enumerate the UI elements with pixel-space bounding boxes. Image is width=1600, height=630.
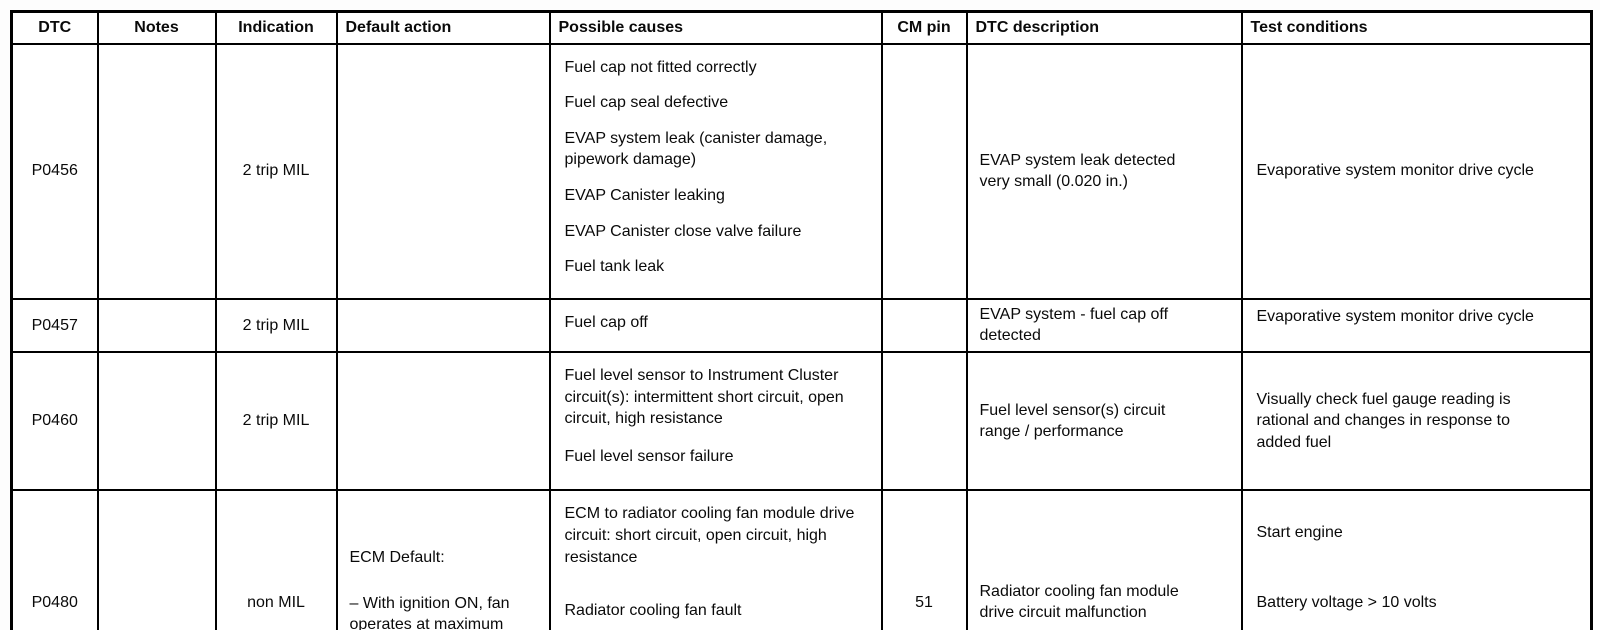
- column-header-possible-causes: Possible causes: [548, 10, 883, 45]
- table-row-p0457: P0457 2 trip MIL Fuel cap off EVAP syste…: [10, 297, 1593, 353]
- dtc-code-cell: P0457: [10, 297, 99, 353]
- possible-cause: Fuel cap not fitted correctly: [564, 58, 757, 76]
- default-action-cell: [335, 42, 551, 300]
- indication-cell: 2 trip MIL: [214, 42, 338, 300]
- column-header-default-action: Default action: [335, 10, 551, 45]
- column-header-notes: Notes: [96, 10, 217, 45]
- cm-pin-cell: [880, 350, 968, 492]
- test-conditions-cell: Visually check fuel gauge reading is rat…: [1240, 350, 1593, 492]
- table-row-p0480: P0480 non MIL ECM Default: – With igniti…: [10, 489, 1593, 630]
- dtc-table: DTC Notes Indication Default action Poss…: [10, 10, 1593, 630]
- possible-cause: Fuel cap off: [564, 313, 648, 331]
- possible-causes-cell: Fuel cap not fitted correctly Fuel cap s…: [548, 42, 883, 300]
- test-condition: Visually check fuel gauge reading is rat…: [1256, 390, 1511, 451]
- column-header-indication: Indication: [214, 10, 338, 45]
- test-condition: Start engine: [1256, 523, 1343, 541]
- header-row: DTC Notes Indication Default action Poss…: [10, 10, 1593, 45]
- default-action-cell: [335, 297, 551, 353]
- possible-cause: EVAP Canister close valve failure: [564, 222, 802, 240]
- cm-pin-cell: [880, 297, 968, 353]
- dtc-code-cell: P0456: [10, 42, 99, 300]
- column-header-cm-pin: CM pin: [880, 10, 968, 45]
- possible-cause: ECM to radiator cooling fan module drive…: [564, 505, 855, 566]
- cm-pin-cell: [880, 42, 968, 300]
- default-action-cell: [335, 350, 551, 492]
- test-conditions-cell: Evaporative system monitor drive cycle: [1240, 42, 1593, 300]
- test-conditions-cell: Evaporative system monitor drive cycle: [1240, 297, 1593, 353]
- notes-cell: [96, 297, 217, 353]
- notes-cell: [96, 350, 217, 492]
- possible-causes-cell: Fuel cap off: [548, 297, 883, 353]
- column-header-dtc-description: DTC description: [965, 10, 1243, 45]
- possible-causes-cell: Fuel level sensor to Instrument Cluster …: [548, 350, 883, 492]
- possible-causes-cell: ECM to radiator cooling fan module drive…: [548, 489, 883, 630]
- column-header-test-conditions: Test conditions: [1240, 10, 1593, 45]
- indication-cell: 2 trip MIL: [214, 350, 338, 492]
- dtc-description-cell: EVAP system - fuel cap off detected: [965, 297, 1243, 353]
- possible-cause: EVAP Canister leaking: [564, 186, 725, 204]
- dtc-description-cell: Fuel level sensor(s) circuit range / per…: [965, 350, 1243, 492]
- table-row-p0456: P0456 2 trip MIL Fuel cap not fitted cor…: [10, 42, 1593, 300]
- default-action-cell: ECM Default: – With ignition ON, fan ope…: [335, 489, 551, 630]
- dtc-code-cell: P0460: [10, 350, 99, 492]
- possible-cause: Radiator cooling fan fault: [564, 602, 742, 620]
- test-conditions-cell: Start engine Battery voltage > 10 volts …: [1240, 489, 1593, 630]
- default-action-line: – With ignition ON, fan operates at maxi…: [349, 594, 510, 630]
- possible-cause: Fuel cap seal defective: [564, 94, 729, 112]
- test-condition: Evaporative system monitor drive cycle: [1256, 307, 1534, 325]
- cm-pin-cell: 51: [880, 489, 968, 630]
- indication-cell: non MIL: [214, 489, 338, 630]
- possible-cause: Fuel level sensor failure: [564, 447, 734, 465]
- default-action-line: ECM Default:: [349, 549, 445, 567]
- possible-cause: Fuel tank leak: [564, 258, 665, 276]
- dtc-description-cell: Radiator cooling fan module drive circui…: [965, 489, 1243, 630]
- test-condition: Battery voltage > 10 volts: [1256, 593, 1437, 611]
- dtc-description-cell: EVAP system leak detected very small (0.…: [965, 42, 1243, 300]
- dtc-code-cell: P0480: [10, 489, 99, 630]
- table-row-p0460: P0460 2 trip MIL Fuel level sensor to In…: [10, 350, 1593, 492]
- test-condition: Evaporative system monitor drive cycle: [1256, 162, 1534, 180]
- possible-cause: Fuel level sensor to Instrument Cluster …: [564, 366, 844, 428]
- indication-cell: 2 trip MIL: [214, 297, 338, 353]
- notes-cell: [96, 42, 217, 300]
- possible-cause: EVAP system leak (canister damage, pipew…: [564, 129, 828, 169]
- notes-cell: [96, 489, 217, 630]
- column-header-dtc: DTC: [10, 10, 99, 45]
